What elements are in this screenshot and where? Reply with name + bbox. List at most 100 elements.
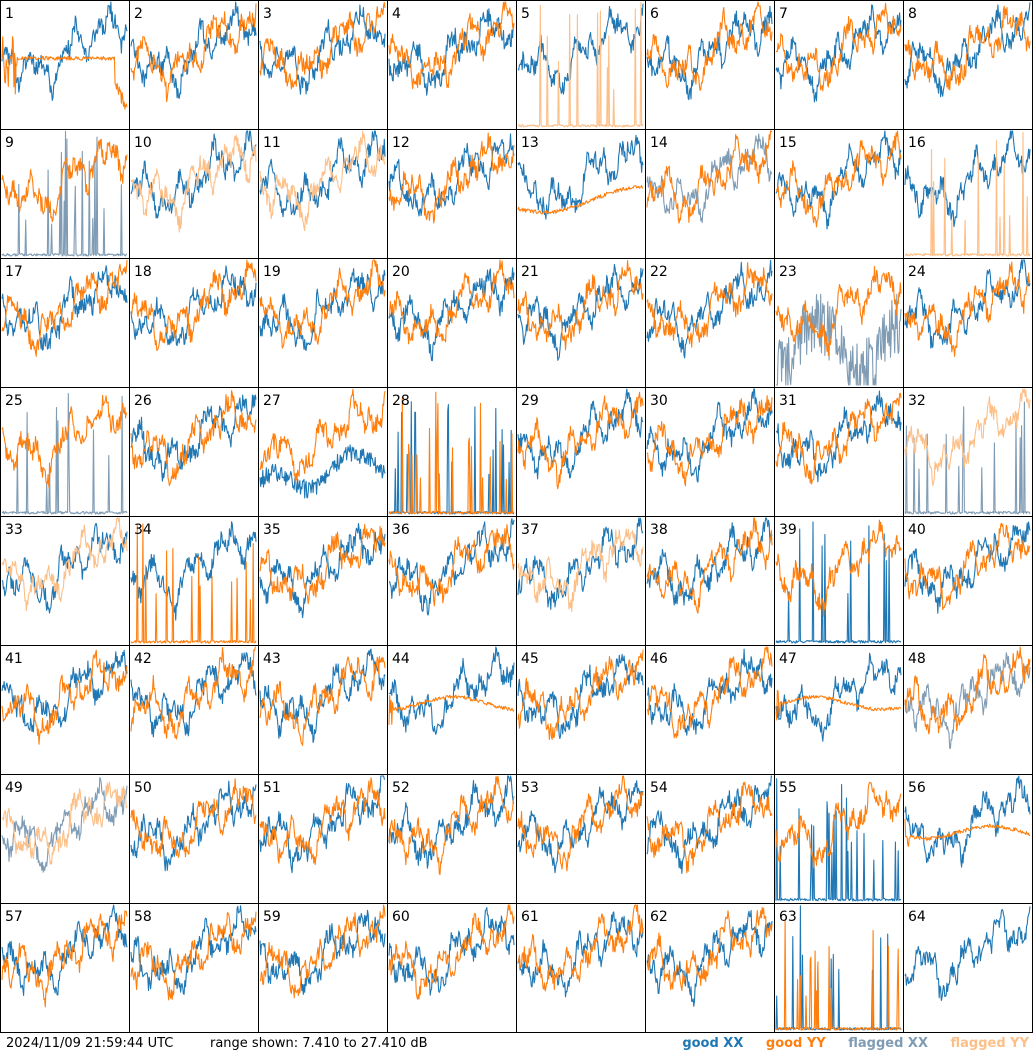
panel-47: 47 (774, 645, 904, 775)
series-yy (1, 517, 128, 612)
panel-label: 14 (650, 135, 668, 151)
panel-53: 53 (516, 774, 646, 904)
panel-1: 1 (0, 0, 130, 130)
panel-label: 41 (5, 651, 23, 667)
panel-label: 1 (5, 6, 14, 22)
series-xx (517, 134, 644, 220)
series-yy (1, 394, 128, 488)
panel-frame (645, 0, 775, 130)
series-yy (259, 777, 386, 866)
panel-label: 31 (779, 393, 797, 409)
panel-label: 57 (5, 909, 23, 925)
series-yy (130, 259, 257, 351)
series-yy (130, 911, 257, 1001)
series-xx (904, 259, 1031, 349)
series-xx (1, 130, 128, 257)
panel-label: 43 (263, 651, 281, 667)
series-yy (646, 906, 773, 992)
panel-9: 9 (0, 129, 130, 259)
series-yy (904, 131, 1031, 257)
series-yy (775, 519, 902, 617)
series-xx (130, 130, 257, 219)
legend-flagged-xx: flagged XX (848, 1036, 928, 1051)
series-xx (388, 907, 515, 996)
series-yy (646, 130, 773, 224)
panel-31: 31 (774, 387, 904, 517)
panel-19: 19 (258, 258, 388, 388)
panel-label: 35 (263, 522, 281, 538)
panel-label: 23 (779, 264, 797, 280)
series-yy (904, 818, 1031, 847)
panel-label: 63 (779, 909, 797, 925)
series-yy (517, 2, 644, 128)
series-yy (517, 260, 644, 351)
panel-46: 46 (645, 645, 775, 775)
panel-label: 25 (5, 393, 23, 409)
series-xx (389, 517, 515, 616)
series-xx (517, 263, 644, 361)
series-yy (904, 261, 1031, 357)
series-xx (775, 4, 902, 103)
series-yy (1, 649, 128, 745)
panel-18: 18 (129, 258, 259, 388)
panel-label: 4 (392, 6, 401, 22)
panel-frame (903, 903, 1033, 1033)
panel-label: 13 (521, 135, 539, 151)
panel-frame (645, 903, 775, 1033)
panel-label: 39 (779, 522, 797, 538)
series-xx (646, 388, 773, 483)
panel-label: 26 (134, 393, 152, 409)
panel-3: 3 (258, 0, 388, 130)
panel-label: 16 (908, 135, 926, 151)
panel-label: 37 (521, 522, 539, 538)
panel-label: 10 (134, 135, 152, 151)
panel-24: 24 (903, 258, 1033, 388)
series-yy (646, 395, 773, 487)
panel-50: 50 (129, 774, 259, 904)
series-xx (388, 8, 515, 96)
series-xx (904, 775, 1031, 868)
panel-label: 20 (392, 264, 410, 280)
panel-label: 53 (521, 780, 539, 796)
series-xx (1, 523, 128, 614)
panel-48: 48 (903, 645, 1033, 775)
panel-8: 8 (903, 0, 1033, 130)
panel-label: 24 (908, 264, 926, 280)
panel-41: 41 (0, 645, 130, 775)
legend-good-xx: good XX (682, 1036, 744, 1051)
series-yy (388, 694, 515, 725)
panel-label: 59 (263, 909, 281, 925)
series-xx (388, 267, 515, 362)
series-xx (130, 265, 257, 347)
panel-7: 7 (774, 0, 904, 130)
panel-label: 36 (392, 522, 410, 538)
series-yy (646, 1, 773, 91)
series-xx (259, 522, 386, 619)
panel-15: 15 (774, 129, 904, 259)
panel-63: 63 (774, 903, 904, 1033)
series-yy (646, 781, 773, 874)
series-yy (1, 259, 128, 357)
series-yy (259, 904, 386, 999)
panel-label: 2 (134, 6, 143, 22)
series-xx (259, 4, 386, 95)
panel-62: 62 (645, 903, 775, 1033)
series-xx (517, 3, 644, 95)
series-xx (904, 2, 1031, 98)
panel-label: 46 (650, 651, 668, 667)
panel-label: 8 (908, 6, 917, 22)
panel-frame (903, 645, 1033, 775)
series-xx (388, 646, 515, 735)
series-yy (259, 656, 386, 746)
panel-label: 52 (392, 780, 410, 796)
panel-38: 38 (645, 516, 775, 646)
panel-34: 34 (129, 516, 259, 646)
series-xx (259, 444, 386, 499)
panel-52: 52 (387, 774, 517, 904)
series-xx (130, 1, 257, 99)
series-xx (775, 521, 902, 644)
series-yy (388, 391, 515, 515)
panel-label: 34 (134, 522, 152, 538)
panel-frame (0, 0, 130, 130)
